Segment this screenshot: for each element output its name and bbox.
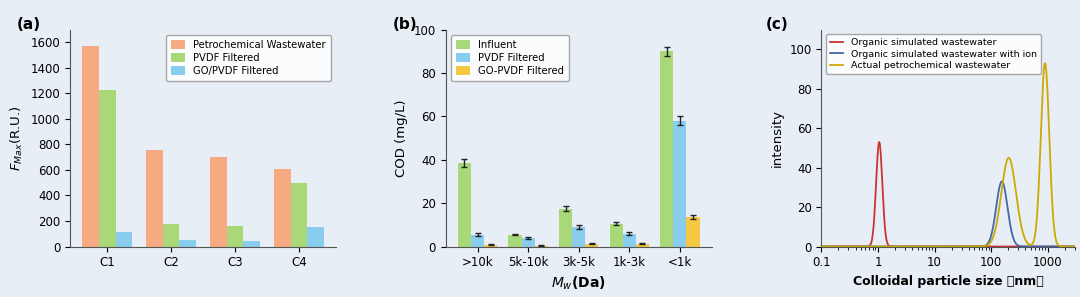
Bar [585,244,598,247]
Text: (b): (b) [393,17,417,32]
Bar [673,121,687,247]
Bar [146,150,163,247]
Line: Actual petrochemical wastewater: Actual petrochemical wastewater [822,63,1075,247]
Organic simulated wastewater with ion [906,245,919,248]
Actual petrochemical wastewater [976,245,989,248]
Bar [660,51,673,247]
Y-axis label: COD (mg/L): COD (mg/L) [395,99,408,177]
Bar [458,163,471,247]
X-axis label: $M_w$(Da): $M_w$(Da) [552,275,606,292]
Line: Organic simulated wastewater with ion: Organic simulated wastewater with ion [822,181,1075,247]
Organic simulated wastewater [827,245,840,248]
Bar [163,224,179,247]
Organic simulated wastewater with ion [964,245,977,248]
Bar [308,227,324,247]
Actual petrochemical wastewater [1016,230,1029,233]
Bar [179,240,197,247]
Organic simulated wastewater with ion [976,244,989,248]
Y-axis label: intensity: intensity [771,109,784,167]
Organic simulated wastewater with ion [827,245,840,248]
Organic simulated wastewater [815,245,828,248]
X-axis label: Colloidal particle size （nm）: Colloidal particle size （nm） [853,275,1043,288]
Text: (a): (a) [17,17,41,32]
Organic simulated wastewater with ion [1068,245,1080,248]
Bar [99,90,116,247]
Bar [623,233,636,247]
Actual petrochemical wastewater [815,245,828,248]
Bar [559,208,572,247]
Organic simulated wastewater [1068,245,1080,248]
Bar [522,238,535,247]
Organic simulated wastewater [964,245,977,248]
Organic simulated wastewater [993,245,1005,248]
Text: (c): (c) [766,17,788,32]
Actual petrochemical wastewater [1002,156,1015,160]
Bar [116,232,132,247]
Bar [243,241,260,247]
Bar [227,226,243,247]
Organic simulated wastewater [1002,245,1015,248]
Actual petrochemical wastewater [906,245,919,248]
Bar [687,217,700,247]
Line: Organic simulated wastewater: Organic simulated wastewater [822,142,1075,247]
Organic simulated wastewater with ion [815,245,828,248]
Bar [484,245,498,247]
Bar [274,169,291,247]
Legend: Influent, PVDF Filtered, GO-PVDF Filtered: Influent, PVDF Filtered, GO-PVDF Filtere… [450,35,569,81]
Organic simulated wastewater [976,245,989,248]
Actual petrochemical wastewater [1039,61,1052,65]
Organic simulated wastewater [907,245,920,248]
Bar [609,224,623,247]
Organic simulated wastewater [873,140,886,144]
Bar [572,227,585,247]
Actual petrochemical wastewater [964,245,977,248]
Y-axis label: $F_{Max}$(R.U.): $F_{Max}$(R.U.) [9,105,25,171]
Bar [82,46,99,247]
Organic simulated wastewater with ion [996,180,1009,183]
Organic simulated wastewater with ion [1016,245,1029,248]
Actual petrochemical wastewater [827,245,840,248]
Bar [291,183,308,247]
Bar [535,246,548,247]
Legend: Organic simulated wastewater, Organic simulated wastewater with ion, Actual petr: Organic simulated wastewater, Organic si… [826,34,1040,74]
Bar [471,235,484,247]
Organic simulated wastewater with ion [1002,217,1015,220]
Bar [211,157,227,247]
Organic simulated wastewater [1016,245,1029,248]
Actual petrochemical wastewater [1068,245,1080,248]
Bar [636,244,649,247]
Legend: Petrochemical Wastewater, PVDF Filtered, GO/PVDF Filtered: Petrochemical Wastewater, PVDF Filtered,… [166,35,330,81]
Bar [509,235,522,247]
